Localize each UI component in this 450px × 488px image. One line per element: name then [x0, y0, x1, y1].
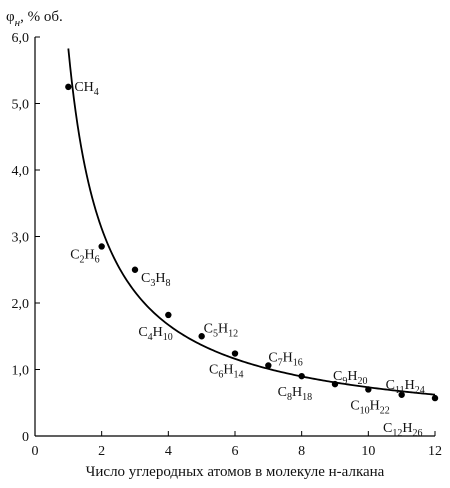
- data-point: [98, 243, 105, 250]
- point-label: C8​H18​: [278, 385, 312, 403]
- point-label: C12​H26​: [383, 421, 422, 439]
- y-tick-label: 4,0: [12, 164, 30, 179]
- data-point: [431, 394, 439, 402]
- data-points: [65, 83, 439, 402]
- x-tick-label: 12: [428, 444, 442, 459]
- data-point: [65, 83, 72, 91]
- x-tick-label: 8: [298, 444, 305, 459]
- point-label: C4​H10​: [138, 325, 172, 343]
- x-tick-label: 10: [361, 444, 375, 459]
- y-tick-label: 0: [22, 430, 29, 445]
- x-tick-label: 4: [165, 444, 172, 459]
- ticks: 0 2 4 6 8 10 12 0 1,0 2,0 3,0 4,0 5,0 6,0: [12, 31, 443, 459]
- data-point: [298, 372, 305, 380]
- point-label: C3​H8​: [141, 271, 170, 289]
- data-point: [198, 333, 205, 340]
- point-label: C7​H16​: [268, 351, 302, 369]
- data-point: [265, 362, 272, 369]
- y-tick-label: 5,0: [12, 98, 30, 113]
- data-point: [131, 266, 139, 273]
- point-label: C2​H6​: [70, 247, 99, 265]
- point-label: C10​H22​: [350, 398, 389, 416]
- x-tick-label: 0: [32, 444, 39, 459]
- x-axis-label: Число углеродных атомов в молекуле н-алк…: [86, 464, 385, 480]
- point-label: C11​H24​: [386, 378, 425, 396]
- point-label: CH4​: [74, 80, 98, 98]
- x-tick-label: 2: [98, 444, 105, 459]
- y-axis-label: φн, % об.: [6, 9, 63, 29]
- y-tick-label: 6,0: [12, 31, 30, 46]
- y-tick-label: 2,0: [12, 297, 30, 312]
- point-label: C6​H14​: [209, 363, 243, 381]
- data-point: [231, 350, 239, 357]
- x-tick-label: 6: [232, 444, 239, 459]
- data-point: [331, 380, 339, 388]
- point-label: C5​H12​: [204, 321, 238, 339]
- y-tick-label: 3,0: [12, 231, 30, 246]
- data-point: [398, 391, 405, 398]
- trend-curve: [67, 48, 436, 396]
- point-label: C9​H20​: [333, 369, 367, 387]
- y-tick-label: 1,0: [12, 364, 30, 379]
- point-labels: CH4​ C2​H6​ C3​H8​ C4​H10​ C5​H12​ C6​H14​ C7​…: [70, 80, 425, 439]
- data-point: [165, 311, 172, 319]
- data-point: [365, 386, 372, 393]
